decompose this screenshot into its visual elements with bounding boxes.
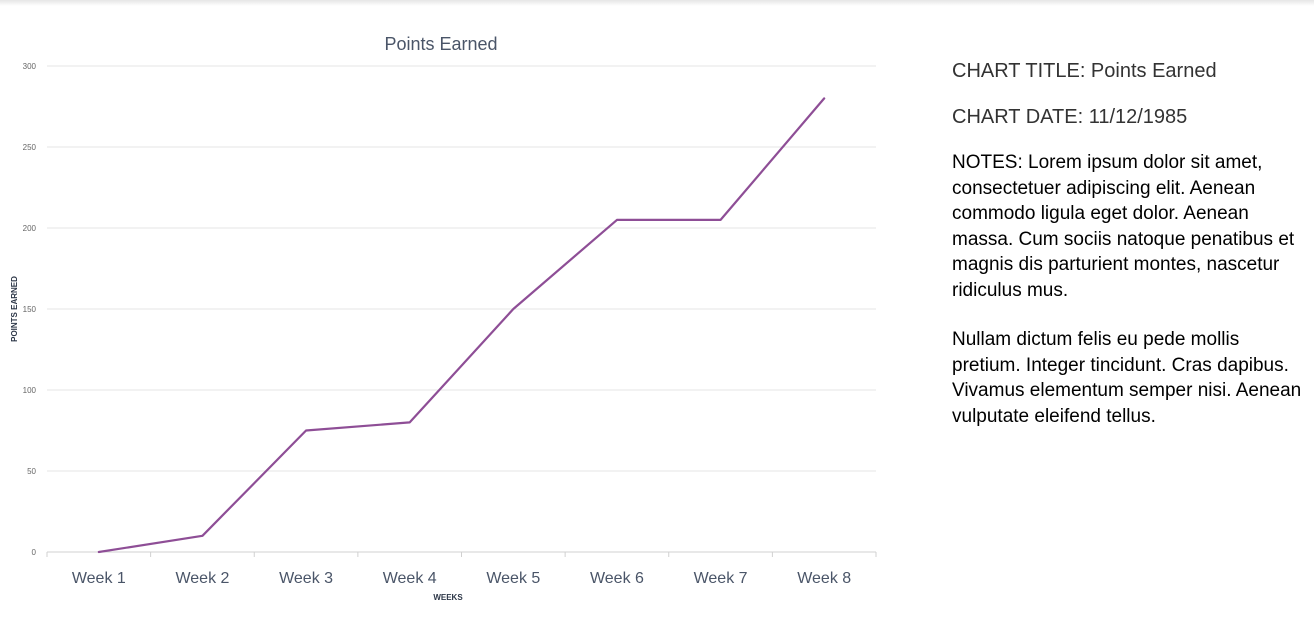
x-axis-ticks: Week 1 Week 2 Week 3 Week 4 Week 5 Week 6 Week… [46, 552, 877, 587]
x-tick-label: Week 1 [72, 570, 126, 587]
y-tick-label: 200 [23, 224, 37, 233]
y-tick-label: 50 [27, 467, 36, 476]
y-tick-label: 300 [23, 62, 37, 71]
x-tick-label: Week 5 [486, 570, 540, 587]
chart-date-line: CHART DATE: 11/12/1985 [952, 106, 1188, 128]
x-tick-label: Week 8 [797, 570, 851, 587]
y-tick-label: 250 [23, 143, 37, 152]
chart-title-line: CHART TITLE: Points Earned [952, 60, 1217, 82]
x-tick-label: Week 6 [590, 570, 644, 587]
y-axis-label: POINTS EARNED [10, 276, 19, 342]
x-tick-label: Week 2 [175, 570, 229, 587]
notes-paragraph-1: NOTES: Lorem ipsum dolor sit amet, conse… [952, 152, 1295, 301]
y-tick-label: 100 [23, 386, 37, 395]
x-axis-label: WEEKS [433, 593, 463, 602]
top-shadow-bar [0, 0, 1314, 6]
y-tick-label: 0 [32, 548, 37, 557]
series-line [97, 97, 826, 554]
y-tick-label: 150 [23, 305, 37, 314]
y-axis-ticks: 0 50 100 150 200 250 300 [23, 62, 37, 557]
notes-panel: CHART TITLE: Points Earned CHART DATE: 1… [952, 58, 1304, 453]
chart-title: Points Earned [384, 34, 497, 54]
series-layer [97, 97, 826, 554]
x-tick-label: Week 7 [694, 570, 748, 587]
x-tick-label: Week 3 [279, 570, 333, 587]
x-tick-label: Week 4 [383, 570, 437, 587]
gridlines [47, 65, 876, 553]
notes-paragraph-2: Nullam dictum felis eu pede mollis preti… [952, 329, 1302, 427]
